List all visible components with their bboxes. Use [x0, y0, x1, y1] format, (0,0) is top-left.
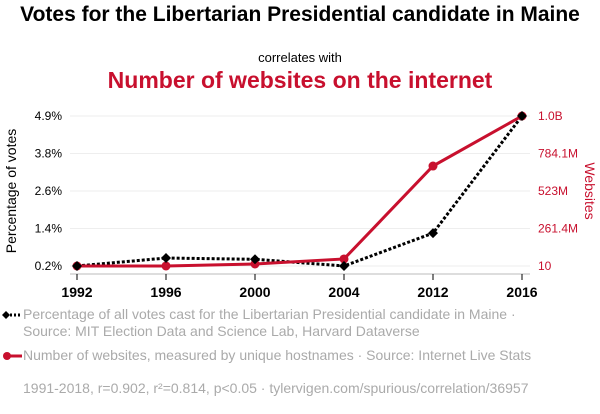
right-tick-label: 523M [538, 184, 568, 198]
votes-data-point [339, 261, 349, 271]
right-axis-label: Websites [582, 162, 598, 219]
websites-series-line [76, 114, 523, 268]
votes-data-point [517, 111, 527, 121]
x-tick-label: 2000 [239, 284, 270, 300]
legend-diamond-dotted-icon [2, 311, 22, 319]
left-tick-label: 4.9% [35, 109, 63, 123]
chart-title: Votes for the Libertarian Presidential c… [20, 3, 580, 26]
right-tick-label: 784.1M [538, 147, 578, 161]
left-tick-label: 2.6% [35, 184, 63, 198]
chart-subtitle: Number of websites on the internet [107, 67, 493, 93]
right-tick-label: 10 [538, 259, 552, 273]
votes-data-point [428, 228, 438, 239]
websites-data-point [339, 254, 349, 264]
legend-text-votes: Percentage of all votes cast for the Lib… [23, 306, 516, 339]
left-axis-label: Percentage of votes [3, 129, 19, 254]
left-tick-label: 0.2% [35, 259, 63, 273]
footer-stats: 1991-2018, r=0.902, r²=0.814, p<0.05 · t… [23, 380, 529, 396]
x-tick-label: 2016 [506, 284, 537, 300]
chart-area: 0.2% 10 1.4% 261.4M 2.6% 523M 3.8% 784.1M 4.9% 1.… [3, 109, 598, 300]
x-tick-label: 1996 [150, 284, 181, 300]
legend-circle-line-icon [3, 352, 22, 360]
legend-text-websites: Number of websites, measured by unique h… [23, 347, 532, 363]
votes-data-point [161, 253, 171, 264]
x-tick-label: 1992 [61, 284, 92, 300]
votes-data-point [250, 254, 260, 265]
x-tick-label: 2012 [417, 284, 448, 300]
correlates-with-label: correlates with [258, 50, 342, 65]
left-tick-label: 3.8% [35, 147, 63, 161]
right-tick-label: 261.4M [538, 222, 578, 236]
left-tick-label: 1.4% [35, 222, 63, 236]
votes-data-point [72, 261, 82, 271]
right-tick-label: 1.0B [538, 109, 563, 123]
websites-data-point [161, 261, 171, 271]
x-tick-label: 2004 [328, 284, 359, 300]
websites-data-point [428, 161, 438, 171]
